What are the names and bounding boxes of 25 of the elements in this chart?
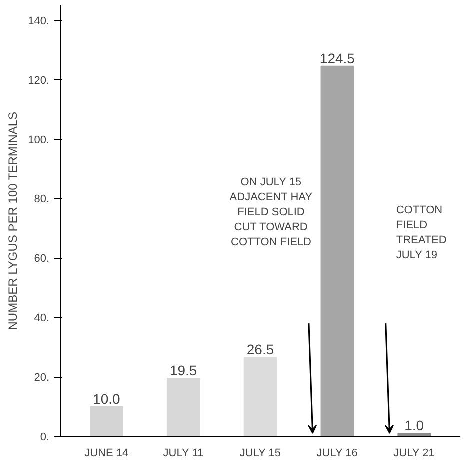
data-label: 124.5 (320, 50, 356, 66)
bar (90, 406, 124, 436)
bar (166, 378, 200, 436)
annotation: COTTON FIELD TREATED JULY 19 (396, 204, 447, 262)
x-tick-label: JULY 15 (240, 448, 281, 460)
y-tick-label: 80. (34, 194, 50, 206)
x-tick-label: JULY 11 (163, 448, 204, 460)
data-label: 19.5 (170, 362, 198, 379)
x-tick-label: JUNE 14 (84, 448, 129, 460)
bar (244, 357, 278, 436)
y-tick-label: 60. (34, 253, 50, 266)
y-tick-label: 100. (28, 134, 50, 146)
x-tick-label: JULY 16 (316, 448, 358, 460)
x-tick-label: JULY 21 (394, 448, 435, 460)
bar (320, 66, 354, 436)
y-tick-label: 120. (28, 74, 50, 87)
y-tick-label: 0. (40, 432, 50, 444)
data-label: 26.5 (246, 342, 274, 358)
y-tick-label: 20. (34, 372, 50, 384)
y-tick-label: 40. (34, 312, 50, 325)
data-label: 10.0 (93, 390, 120, 407)
y-axis-title: NUMBER LYGUS PER 100 TERMINALS (6, 112, 20, 330)
annotation: ON JULY 15 ADJACENT HAY FIELD SOLID CUT TOWARD COTTON FIELD (230, 176, 314, 248)
data-label: 1.0 (404, 418, 424, 434)
y-tick-label: 140. (28, 15, 50, 28)
